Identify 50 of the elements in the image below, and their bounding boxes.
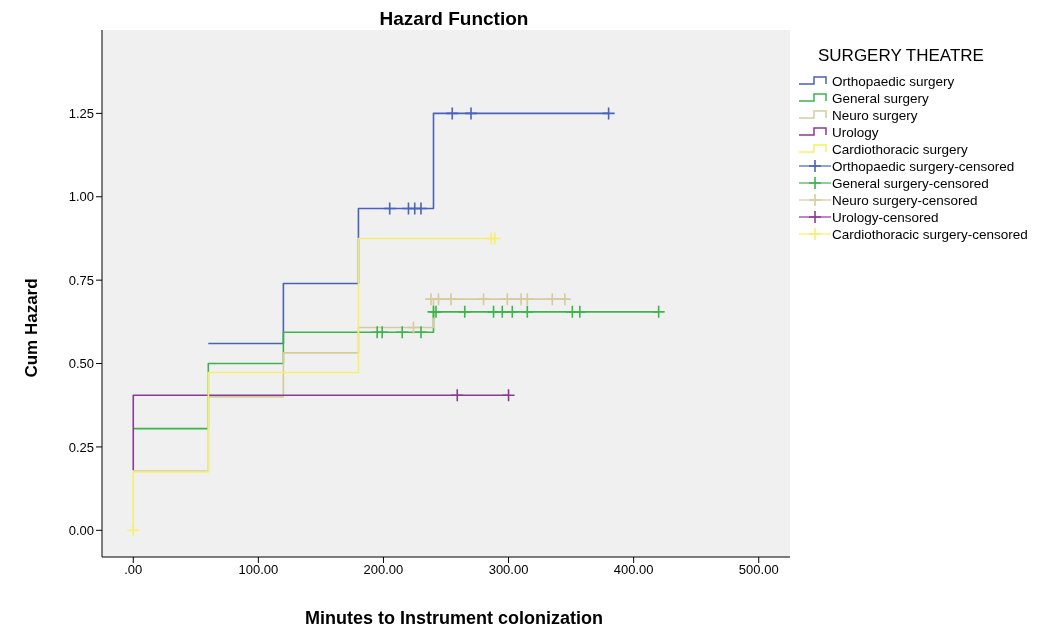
y-tick-label: 1.00: [68, 189, 94, 205]
y-tick-label: 1.25: [68, 106, 94, 121]
point: [601, 106, 616, 121]
y-tick-label: 0.75: [68, 272, 94, 288]
point: [501, 388, 516, 403]
x-tick-label: 400.00: [613, 562, 654, 578]
point: [520, 305, 535, 319]
point: [444, 292, 458, 306]
point: [414, 201, 428, 216]
legend-label: General surgery-censored: [832, 176, 989, 191]
chart-title: Hazard Function: [378, 8, 530, 30]
legend-label: Urology-censored: [832, 210, 939, 225]
point: [487, 231, 502, 246]
point: [414, 325, 428, 339]
y-axis-title: Cum Hazard: [22, 278, 42, 378]
point: [558, 292, 572, 306]
point: [445, 106, 460, 121]
legend-title: SURGERY THEATRE: [818, 46, 985, 66]
point: [375, 325, 389, 339]
point: [450, 388, 465, 403]
x-tick-label: 200.00: [363, 562, 404, 578]
point: [126, 523, 141, 538]
legend-label: Orthopaedic surgery: [832, 74, 955, 89]
point: [476, 292, 491, 306]
y-tick-label: 0.50: [68, 356, 94, 372]
legend-label: Neuro surgery-censored: [832, 193, 978, 208]
y-tick-label: 0.25: [68, 439, 94, 455]
legend-label: Orthopaedic surgery-censored: [832, 159, 1015, 174]
legend-label: Neuro surgery: [832, 108, 918, 123]
point: [395, 325, 410, 339]
point: [651, 305, 666, 319]
point: [406, 320, 421, 335]
legend-label: Urology: [832, 125, 879, 140]
x-tick-label: 100.00: [238, 562, 279, 578]
point: [573, 305, 587, 319]
x-tick-label: 500.00: [738, 562, 779, 578]
point: [431, 292, 446, 306]
point: [505, 305, 520, 319]
y-tick-label: 0.00: [68, 522, 94, 538]
point: [382, 201, 397, 216]
point: [464, 106, 478, 121]
legend-label: General surgery: [832, 91, 929, 106]
legend-label: Cardiothoracic surgery-censored: [832, 227, 1028, 242]
legend-label: Cardiothoracic surgery: [832, 142, 968, 157]
point: [457, 305, 472, 319]
x-axis-title: Minutes to Instrument colonization: [304, 608, 604, 629]
x-tick-label: 300.00: [488, 562, 529, 578]
x-tick-label: .00: [124, 562, 143, 578]
point: [545, 292, 560, 306]
point: [500, 292, 515, 306]
